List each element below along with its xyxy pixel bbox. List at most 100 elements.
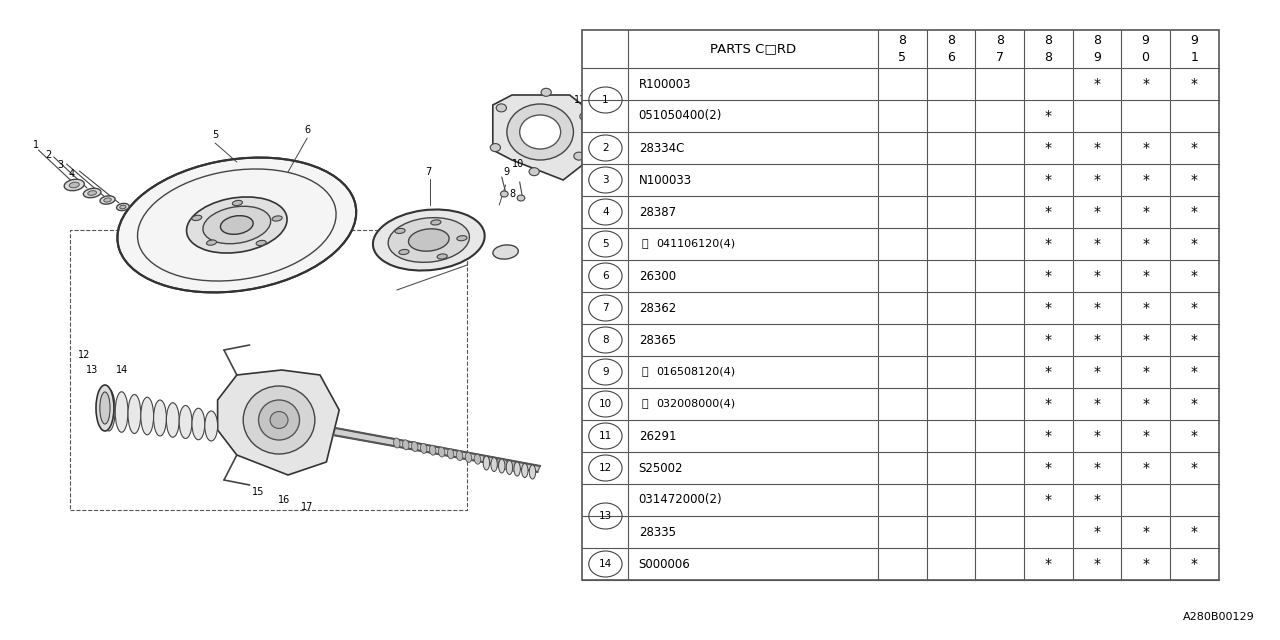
- Text: *: *: [1093, 237, 1101, 251]
- Ellipse shape: [457, 236, 467, 241]
- Text: *: *: [1044, 301, 1052, 315]
- Text: 3: 3: [602, 175, 609, 185]
- Ellipse shape: [83, 188, 101, 198]
- Ellipse shape: [431, 220, 440, 225]
- Text: S25002: S25002: [639, 461, 684, 474]
- Text: *: *: [1142, 237, 1149, 251]
- Ellipse shape: [515, 462, 521, 476]
- Ellipse shape: [116, 204, 129, 211]
- Ellipse shape: [492, 458, 498, 472]
- Text: 26291: 26291: [639, 429, 676, 442]
- Ellipse shape: [507, 461, 513, 474]
- Text: 8: 8: [899, 34, 906, 47]
- Text: *: *: [1093, 205, 1101, 219]
- Ellipse shape: [541, 88, 552, 96]
- Text: S000006: S000006: [639, 557, 690, 570]
- Text: N100033: N100033: [639, 173, 692, 186]
- Text: *: *: [1190, 269, 1198, 283]
- Text: *: *: [1142, 557, 1149, 571]
- Ellipse shape: [243, 386, 315, 454]
- Text: *: *: [1190, 141, 1198, 155]
- Bar: [70, 230, 467, 510]
- Polygon shape: [218, 370, 339, 475]
- Ellipse shape: [522, 463, 529, 477]
- Text: *: *: [1190, 461, 1198, 475]
- Ellipse shape: [493, 245, 518, 259]
- Ellipse shape: [456, 451, 463, 461]
- Text: 5: 5: [602, 239, 609, 249]
- Text: 5: 5: [212, 130, 218, 140]
- Ellipse shape: [517, 195, 525, 201]
- Ellipse shape: [205, 411, 218, 441]
- Text: 15: 15: [252, 487, 265, 497]
- Text: *: *: [1142, 173, 1149, 187]
- Text: 1: 1: [1190, 51, 1198, 64]
- Text: 6: 6: [305, 125, 310, 135]
- Ellipse shape: [530, 465, 536, 479]
- Text: *: *: [1142, 365, 1149, 379]
- Ellipse shape: [204, 206, 270, 244]
- Text: 4: 4: [602, 207, 609, 217]
- Text: A280B00129: A280B00129: [1183, 612, 1254, 622]
- Text: 016508120(4): 016508120(4): [657, 367, 736, 377]
- Ellipse shape: [580, 113, 590, 120]
- Ellipse shape: [529, 168, 539, 176]
- Text: 17: 17: [301, 502, 314, 512]
- Ellipse shape: [490, 143, 500, 152]
- Text: *: *: [1044, 493, 1052, 507]
- Text: *: *: [1044, 557, 1052, 571]
- Text: 7: 7: [426, 167, 431, 177]
- Text: *: *: [1093, 429, 1101, 443]
- Text: 28335: 28335: [639, 525, 676, 538]
- Ellipse shape: [393, 438, 401, 448]
- Text: *: *: [1190, 397, 1198, 411]
- Text: 13: 13: [599, 511, 612, 521]
- Ellipse shape: [497, 104, 507, 112]
- Text: *: *: [1190, 205, 1198, 219]
- Text: *: *: [1044, 237, 1052, 251]
- Text: *: *: [1044, 173, 1052, 187]
- Text: *: *: [1044, 269, 1052, 283]
- Text: 28387: 28387: [639, 205, 676, 218]
- Ellipse shape: [115, 392, 128, 432]
- Ellipse shape: [399, 250, 410, 255]
- Polygon shape: [493, 95, 582, 180]
- Text: *: *: [1142, 397, 1149, 411]
- Text: *: *: [1190, 173, 1198, 187]
- Ellipse shape: [408, 229, 449, 251]
- Text: 3: 3: [58, 160, 63, 170]
- Text: *: *: [1044, 461, 1052, 475]
- Text: 9: 9: [504, 167, 509, 177]
- Text: 16: 16: [278, 495, 291, 505]
- Text: *: *: [1142, 301, 1149, 315]
- Ellipse shape: [233, 200, 242, 205]
- Text: 11: 11: [573, 95, 586, 105]
- Ellipse shape: [465, 452, 472, 462]
- Ellipse shape: [220, 216, 253, 234]
- Text: 7: 7: [602, 303, 609, 313]
- Text: *: *: [1142, 461, 1149, 475]
- Ellipse shape: [507, 104, 573, 160]
- Text: *: *: [1142, 269, 1149, 283]
- Ellipse shape: [270, 412, 288, 429]
- Ellipse shape: [500, 460, 508, 470]
- Text: *: *: [1142, 205, 1149, 219]
- Text: *: *: [1044, 109, 1052, 123]
- Text: 13: 13: [86, 365, 99, 375]
- Ellipse shape: [438, 447, 445, 457]
- Ellipse shape: [118, 157, 356, 292]
- Text: *: *: [1044, 141, 1052, 155]
- Text: *: *: [1142, 141, 1149, 155]
- Ellipse shape: [411, 442, 419, 452]
- Ellipse shape: [492, 458, 499, 468]
- Text: Ⓑ: Ⓑ: [641, 367, 648, 377]
- Text: *: *: [1044, 397, 1052, 411]
- Text: *: *: [1093, 269, 1101, 283]
- Text: 8: 8: [1093, 34, 1101, 47]
- Polygon shape: [333, 428, 540, 472]
- Text: 12: 12: [78, 350, 91, 360]
- Ellipse shape: [396, 228, 406, 234]
- Ellipse shape: [420, 444, 428, 453]
- Text: 12: 12: [599, 463, 612, 473]
- Text: *: *: [1093, 141, 1101, 155]
